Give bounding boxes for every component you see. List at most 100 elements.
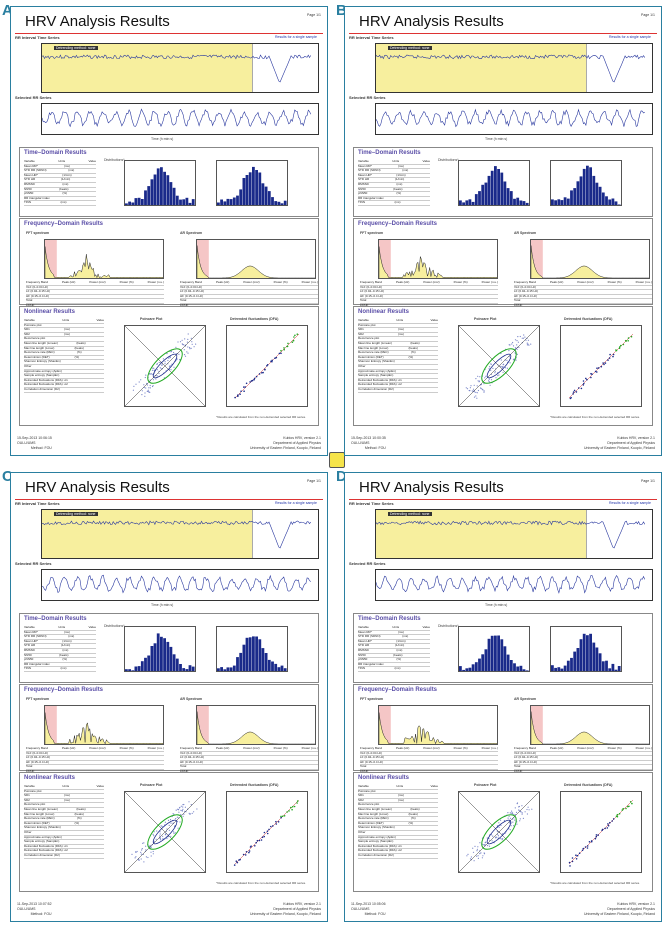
table-row: Mean line length (Lmean) (beats) [358, 807, 438, 813]
dfa-label: Detrended fluctuations (DFA) [230, 317, 279, 321]
table-row: HF (0.15–0.4 Hz) [360, 294, 498, 300]
nonlinear-panel: Nonlinear Results Variable Units Value Poinc… [353, 306, 653, 426]
table-row: STD HR (1/min) [358, 178, 430, 183]
table-row: RMSSD (ms) [24, 182, 96, 188]
table-row: Poincare plot [358, 789, 438, 795]
table-row: Mean RR* (ms) [358, 630, 430, 636]
nonlinear-panel: Nonlinear Results Variable Units Value Poinc… [353, 772, 653, 892]
table-row: Mean HR* (1/min) [358, 639, 430, 645]
time-domain-table: Variable Units Value Mean RR* (ms) STD RR (SD… [24, 625, 96, 672]
table-row: Total [514, 299, 652, 304]
dfa-plot [568, 333, 634, 400]
table-row: LF (0.04–0.15 Hz) [180, 756, 318, 761]
table-row: RMSSD (ms) [358, 182, 430, 188]
histogram [125, 633, 195, 671]
frequency-domain-panel: Frequency–Domain Results FFT spectrum AR S… [19, 684, 319, 775]
spectrum-plot [530, 706, 649, 745]
histogram [551, 633, 621, 671]
time-axis-label: Time (h:min:s) [485, 603, 508, 607]
time-domain-panel: Time–Domain Results Variable Units Value Mea… [19, 613, 319, 683]
fft-label: FFT spectrum [360, 697, 384, 701]
report-footer: 11-Sep-2013 10:05:06 OULU/UMS Method: FOU K… [351, 902, 655, 916]
spectrum-plot [196, 240, 315, 279]
table-row: HF (0.15–0.4 Hz) [180, 294, 318, 300]
table-row: Mean HR* (1/min) [24, 173, 96, 179]
table-row: Detrended fluctuations (DFA): α2 [24, 383, 104, 388]
table-row: Detrended fluctuations (DFA): α2 [358, 849, 438, 854]
panel-letter: A [2, 2, 13, 19]
nonlinear-table: Variable Units Value Poincare plot SD1 (ms) SD… [24, 784, 104, 859]
poincare-label: Poincare Plot [140, 783, 163, 787]
table-row: TINN (ms) [24, 201, 96, 206]
table-row: Max line length (Lmax) (beats) [24, 346, 104, 352]
section-frequency-domain: Frequency–Domain Results [358, 221, 438, 227]
dfa-plot [233, 799, 300, 866]
spectrum-plot [44, 240, 163, 279]
table-row: STD RR (SDNN) (ms) [358, 635, 430, 640]
selected-rr-plot [41, 103, 319, 135]
histogram [125, 167, 195, 205]
page-number: Page 1/1 [306, 13, 321, 17]
selection-area [376, 44, 587, 92]
detrend-label: Detrending method: none [54, 512, 98, 516]
table-row: Poincare plot [24, 789, 104, 795]
ar-label: AR Spectrum [180, 231, 203, 235]
frequency-table: Frequency Band Peak (Hz) Power (ms²) Power … [360, 280, 498, 309]
distributions-label: Distributions* [438, 624, 459, 628]
table-row: HF (0.15–0.4 Hz) [514, 760, 652, 766]
rr-interval-plot: Detrending method: none [375, 43, 653, 93]
dfa-plot [568, 799, 634, 867]
table-row: Determinism (DET) (%) [24, 821, 104, 827]
distributions-label: Distributions* [104, 158, 125, 162]
detrend-label: Detrending method: none [388, 512, 432, 516]
table-row: RMSSD (ms) [358, 648, 430, 654]
frequency-table: Frequency Band Peak (Hz) Power (ms²) Power … [360, 746, 498, 775]
spectrum-plot [378, 706, 497, 745]
table-row: Other [358, 830, 438, 836]
page-number: Page 1/1 [306, 479, 321, 483]
detrend-label: Detrending method: none [54, 46, 98, 50]
ar-spectrum-chart [530, 239, 650, 279]
rr-histogram [124, 160, 196, 206]
comment-icon[interactable] [329, 452, 345, 468]
table-row: Sample entropy (SampEn) [24, 374, 104, 379]
table-row: SD1 (ms) [358, 328, 438, 333]
time-domain-table: Variable Units Value Mean RR* (ms) STD RR (SD… [358, 625, 430, 672]
table-row: VLF (0–0.04 Hz) [26, 751, 164, 757]
table-row: NN50 (beats) [358, 187, 430, 193]
table-row: STD HR (1/min) [24, 178, 96, 183]
fft-spectrum-chart [44, 239, 164, 279]
footnote: *Results are calculated from the non-det… [550, 415, 640, 419]
spectrum-plot [378, 240, 497, 279]
poincare-plot [458, 791, 540, 873]
report-footer: 11-Sep-2013 10:07:52 OULU/UMS Method: FOU K… [17, 902, 321, 916]
table-row: Detrended fluctuations (DFA): α1 [24, 378, 104, 384]
spectrum-plot [530, 240, 649, 279]
distributions-label: Distributions* [438, 158, 459, 162]
report-panel-b: HRV Analysis Results Page 1/1 RR Interval … [344, 6, 662, 456]
hr-histogram [550, 160, 622, 206]
selected-rr-plot [41, 569, 319, 601]
table-row: Variable Units Value [24, 784, 104, 790]
section-rr-interval: RR Interval Time Series [15, 501, 60, 506]
table-row: HF (0.15–0.4 Hz) [514, 294, 652, 300]
table-row: NN50 (beats) [24, 653, 96, 659]
divider [349, 499, 657, 500]
table-row: Total [360, 765, 498, 770]
table-row: Mean HR* (1/min) [24, 639, 96, 645]
selection-area [42, 44, 253, 92]
table-row: Shannon Entropy (ShanEn) [24, 360, 104, 365]
dfa-label: Detrended fluctuations (DFA) [564, 317, 613, 321]
page-title: HRV Analysis Results [359, 13, 504, 30]
table-row: Approximate entropy (ApEn) [24, 369, 104, 375]
table-row: Mean RR* (ms) [24, 164, 96, 170]
table-row: Variable Units Value [358, 318, 438, 324]
footnote: *Results are calculated from the non-det… [550, 881, 640, 885]
dfa-plot [234, 333, 300, 399]
table-row: Mean line length (Lmean) (beats) [24, 341, 104, 347]
time-domain-table: Variable Units Value Mean RR* (ms) STD RR (SD… [358, 159, 430, 206]
results-label: Results for a single sample [274, 35, 317, 39]
table-row: pNN50 (%) [358, 192, 430, 197]
table-row: Mean line length (Lmean) (beats) [24, 807, 104, 813]
table-row: RMSSD (ms) [24, 648, 96, 654]
